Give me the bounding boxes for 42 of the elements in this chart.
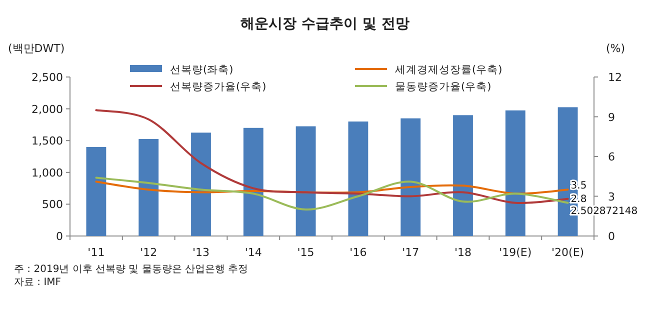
- y2-tick-label: 12: [608, 71, 622, 84]
- y2-tick-label: 6: [608, 150, 615, 164]
- legend-label: 선복량증가율(우축): [170, 81, 266, 93]
- bar: [453, 115, 473, 236]
- y2-tick-label: 3: [608, 190, 615, 204]
- y-tick-label: 2,000: [32, 102, 63, 116]
- y-tick-label: 0: [56, 230, 63, 243]
- bar: [348, 122, 368, 236]
- x-tick-label: '18: [454, 246, 472, 259]
- y-axis-title: (백만DWT): [8, 42, 65, 55]
- line-series: [95, 176, 569, 210]
- x-tick-label: '19(E): [499, 246, 532, 259]
- bar: [138, 139, 159, 236]
- y2-tick-label: 0: [608, 230, 615, 243]
- bar: [400, 118, 421, 236]
- legend-label: 세계경제성장률(우축): [395, 64, 502, 76]
- line-series: [95, 180, 569, 195]
- y-tick-label: 2,500: [32, 71, 63, 84]
- bar: [191, 132, 211, 236]
- y-tick-label: 1,000: [32, 166, 63, 180]
- x-tick-label: '14: [244, 246, 262, 259]
- x-tick-label: '12: [140, 246, 158, 259]
- y-tick-label: 500: [42, 198, 63, 212]
- bar: [243, 128, 264, 236]
- text: 자료 : IMF: [14, 277, 62, 288]
- x-tick-label: '13: [192, 246, 210, 259]
- x-tick-label: '17: [402, 246, 420, 259]
- y2-tick-label: 9: [608, 110, 615, 124]
- bar: [296, 126, 316, 236]
- x-tick-label: '20(E): [552, 246, 584, 259]
- legend-label: 물동량증가율(우축): [395, 81, 492, 93]
- bar: [505, 110, 526, 236]
- text: 주 : 2019년 이후 선복량 및 물동량은 산업은행 추정: [14, 264, 248, 275]
- x-tick-label: '11: [88, 246, 105, 259]
- x-tick-label: '15: [297, 246, 314, 259]
- y2-axis-title: (%): [606, 42, 626, 55]
- legend-label: 선복량(좌축): [170, 64, 234, 76]
- bar: [86, 146, 106, 236]
- line-series: [95, 109, 569, 204]
- x-tick-label: '16: [350, 246, 367, 259]
- y-tick-label: 1,500: [32, 134, 63, 148]
- chart-title: 해운시장 수급추이 및 전망: [240, 16, 410, 32]
